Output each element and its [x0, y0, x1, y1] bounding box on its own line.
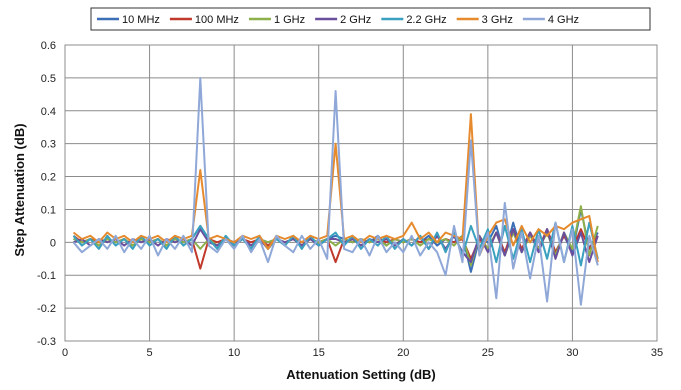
y-tick-label: 0.2: [41, 172, 56, 184]
x-tick-label: 0: [62, 347, 68, 359]
legend-box: [90, 7, 651, 31]
y-axis-title: Step Attenuation (dB): [12, 123, 27, 256]
x-tick-label: 35: [651, 347, 663, 359]
legend-label-10-mhz: 10 MHz: [122, 14, 160, 26]
y-tick-label: 0.1: [41, 204, 56, 216]
legend-label-2-2-ghz: 2.2 GHz: [406, 14, 446, 26]
y-tick-label: 0.5: [41, 73, 56, 85]
series-line-3-ghz: [72, 113, 599, 263]
legend-label-100-mhz: 100 MHz: [195, 14, 239, 26]
series: [72, 76, 599, 306]
plot-area-border: [64, 44, 658, 342]
y-tick-label: 0.4: [41, 106, 56, 118]
y-tick-label: -0.3: [37, 336, 56, 348]
x-tick-label: 30: [566, 347, 578, 359]
x-tick-label: 5: [147, 347, 153, 359]
legend-label-3-ghz: 3 GHz: [482, 14, 513, 26]
legend-label-2-ghz: 2 GHz: [340, 14, 371, 26]
legend-label-4-ghz: 4 GHz: [548, 14, 579, 26]
y-tick-label: 0.6: [41, 40, 56, 52]
legend-label-1-ghz: 1 GHz: [274, 14, 305, 26]
legend: 10 MHz 100 MHz 1 GHz 2 GHz 2.2 GHz 3 GHz 4 GHz: [90, 7, 651, 31]
y-tick-label: 0.3: [41, 139, 56, 151]
x-axis-title: Attenuation Setting (dB): [286, 367, 435, 382]
x-tick-label: 25: [482, 347, 494, 359]
y-tick-label: 0: [50, 237, 56, 249]
axes: 0 5 10 15 20 25 30 35 -0.3 -0.2 -0.1 0 0.1 0.2 0.3 0.4 0…: [37, 40, 663, 359]
x-tick-label: 15: [313, 347, 325, 359]
x-tick-label: 20: [397, 347, 409, 359]
y-tick-label: -0.2: [37, 303, 56, 315]
series-line-4-ghz: [72, 76, 599, 306]
y-tick-label: -0.1: [37, 270, 56, 282]
x-tick-label: 10: [228, 347, 240, 359]
